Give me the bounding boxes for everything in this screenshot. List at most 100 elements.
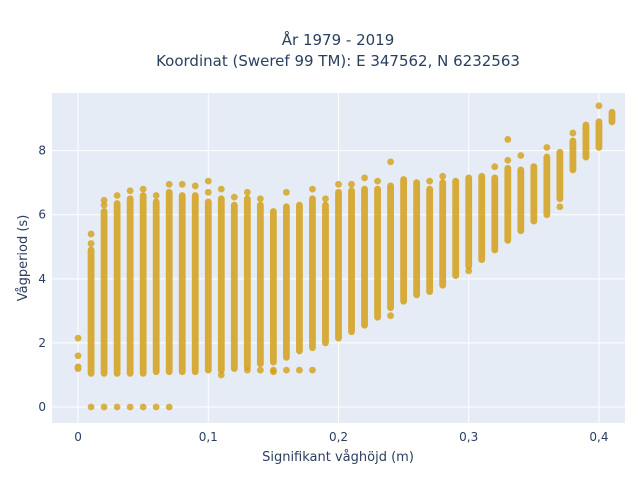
data-points [74, 102, 616, 411]
data-point [374, 177, 381, 185]
data-point-column [426, 185, 434, 296]
data-point-column [543, 153, 551, 219]
x-tick-label: 0,3 [459, 430, 478, 444]
data-point-column [478, 172, 486, 264]
data-point-column [113, 200, 121, 377]
data-point-column [374, 185, 381, 321]
chart-title-line2: Koordinat (Sweref 99 TM): E 347562, N 62… [156, 52, 520, 70]
data-point [152, 192, 160, 199]
data-point [322, 195, 329, 203]
x-tick-label: 0,4 [589, 430, 608, 444]
data-point-column [348, 187, 355, 336]
data-point [217, 371, 225, 379]
data-point [126, 187, 134, 195]
data-point-column [309, 195, 316, 352]
data-point [595, 102, 603, 110]
data-point-column [530, 163, 538, 225]
data-point [204, 188, 212, 196]
data-point [113, 403, 121, 411]
data-point [256, 366, 264, 374]
data-point [269, 366, 277, 374]
y-tick-label: 4 [38, 272, 46, 286]
data-point [191, 182, 199, 190]
data-point [348, 180, 355, 188]
data-point [113, 192, 121, 199]
y-tick-label: 6 [38, 208, 46, 222]
data-point-column [204, 198, 212, 374]
data-point-column [608, 108, 616, 126]
data-point [491, 163, 499, 171]
data-point-column [296, 201, 303, 355]
data-point [569, 129, 577, 137]
data-point [100, 196, 108, 204]
data-point [439, 172, 447, 180]
data-point [243, 188, 251, 196]
data-point [465, 267, 473, 275]
data-point [283, 188, 290, 196]
data-point-column [595, 118, 603, 151]
x-axis-title: Signifikant våghöjd (m) [262, 450, 414, 465]
data-point-column [256, 201, 264, 368]
data-point [126, 403, 134, 411]
data-point-column [465, 174, 473, 270]
data-point-column [87, 246, 95, 377]
data-point [243, 366, 251, 374]
data-point-column [165, 188, 173, 376]
data-point-column [217, 195, 225, 374]
data-point-column [335, 188, 342, 342]
data-point [87, 403, 95, 411]
data-point [139, 185, 147, 193]
x-tick-label: 0,2 [329, 430, 348, 444]
data-point-column [504, 164, 512, 244]
data-point [296, 366, 303, 374]
data-point-column [556, 148, 564, 203]
data-point [165, 180, 173, 188]
y-tick-label: 2 [38, 336, 46, 350]
data-point [139, 403, 147, 411]
data-point-column [400, 176, 408, 305]
y-axis-title: Vågperiod (s) [16, 215, 31, 302]
data-point [309, 185, 316, 193]
data-point-column [517, 166, 525, 235]
y-tick-label: 0 [38, 400, 46, 414]
x-tick-label: 0,1 [199, 430, 218, 444]
data-point [504, 136, 512, 143]
data-point-column [413, 179, 421, 299]
data-point-column [569, 137, 577, 174]
data-point [100, 201, 108, 209]
data-point [217, 185, 225, 193]
data-point [152, 403, 160, 411]
data-point [87, 230, 95, 238]
data-point-column [269, 208, 277, 366]
data-point-column [243, 195, 251, 371]
data-point [256, 195, 264, 203]
x-tick-label: 0 [74, 430, 82, 444]
x-tick-labels: 0 0,1 0,2 0,3 0,4 [74, 430, 608, 444]
data-point-column [361, 185, 368, 329]
data-point [309, 366, 316, 374]
data-point-column [582, 121, 590, 161]
data-point [74, 334, 82, 342]
data-point-column [139, 192, 147, 377]
data-point [361, 174, 368, 182]
y-tick-label: 8 [38, 144, 46, 158]
data-point [387, 312, 394, 320]
data-point-column [126, 195, 134, 377]
data-point-column [452, 177, 460, 280]
data-point [178, 180, 186, 188]
data-point-column [283, 203, 290, 361]
data-point-column [387, 182, 394, 312]
data-point [230, 193, 238, 201]
data-point [517, 152, 525, 159]
data-point-column [322, 201, 329, 347]
data-point-column [100, 208, 108, 377]
data-point-column [491, 174, 499, 254]
data-point [74, 352, 82, 360]
data-point [543, 144, 551, 151]
data-point [556, 203, 564, 211]
data-point-column [439, 179, 447, 289]
data-point-column [178, 192, 186, 376]
data-point-column [152, 198, 160, 376]
